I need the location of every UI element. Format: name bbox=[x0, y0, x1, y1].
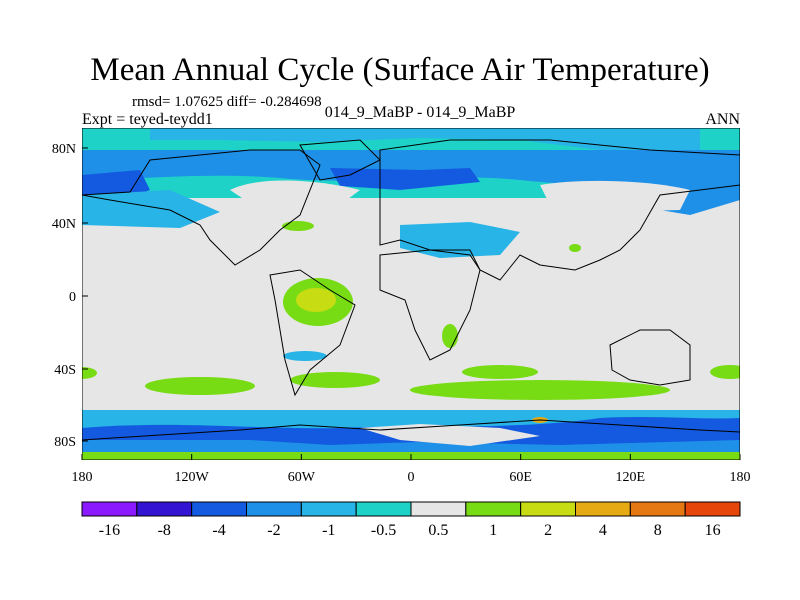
colorbar-label: -8 bbox=[158, 522, 171, 539]
colorbar-swatch bbox=[300, 501, 357, 517]
colorbar-label: -0.5 bbox=[371, 522, 396, 539]
colorbar-swatch bbox=[684, 501, 741, 517]
south-pacific-warm-w bbox=[82, 367, 97, 379]
y-axis: 80N 40N 0 40S 80S bbox=[52, 142, 88, 450]
arctic-band-mid bbox=[82, 150, 740, 187]
siberia-gap bbox=[540, 180, 690, 212]
colorbar-swatch bbox=[355, 501, 412, 517]
rmsd-value: 1.07625 bbox=[174, 94, 223, 110]
colorbar-label: -4 bbox=[212, 522, 225, 539]
arctic-band-dark bbox=[330, 168, 480, 190]
indian-ocean-warm bbox=[462, 365, 538, 379]
colorbar-swatch bbox=[629, 501, 686, 517]
antarctica-outline bbox=[82, 419, 740, 441]
amazon-warm-core bbox=[296, 288, 336, 312]
eurasia-outline bbox=[379, 139, 740, 281]
greenland-outline bbox=[299, 139, 381, 181]
colorbar: -16 -8 -4 -2 -1 -0.5 0.5 1 2 4 8 16 bbox=[81, 501, 741, 539]
x-tick-label: 120E bbox=[616, 470, 646, 485]
experiment-label: Expt = teyed-teydd1 bbox=[82, 111, 213, 128]
y-tick-label: 40N bbox=[52, 217, 76, 232]
colorbar-swatch bbox=[520, 501, 577, 517]
south-pacific-warm-e bbox=[710, 365, 740, 379]
colorbar-label: 2 bbox=[544, 522, 552, 539]
europe-cyan bbox=[400, 222, 520, 258]
india-warm bbox=[569, 244, 581, 252]
season-label: ANN bbox=[705, 111, 740, 128]
period-label: 014_9_MaBP - 014_9_MaBP bbox=[324, 104, 516, 121]
south-america-outline bbox=[269, 269, 356, 397]
diff-value: -0.284698 bbox=[260, 94, 322, 110]
x-tick-label: 60W bbox=[288, 470, 316, 485]
australia-outline bbox=[609, 329, 691, 386]
map-panel bbox=[82, 128, 740, 460]
colorbar-swatch bbox=[465, 501, 522, 517]
southern-ocean-warm-2 bbox=[290, 372, 380, 388]
colorbar-label: 0.5 bbox=[428, 522, 448, 539]
x-tick-label: 60E bbox=[509, 470, 532, 485]
southern-ocean-warm-3 bbox=[410, 380, 670, 400]
plot-title: Mean Annual Cycle (Surface Air Temperatu… bbox=[90, 52, 710, 88]
x-tick-label: 120W bbox=[175, 470, 210, 485]
colorbar-label: -1 bbox=[322, 522, 335, 539]
x-axis: 180 120W 60W 0 60E 120E 180 bbox=[72, 454, 751, 485]
colorbar-label: 8 bbox=[654, 522, 662, 539]
coastlines bbox=[82, 139, 740, 441]
colorbar-swatch bbox=[81, 501, 138, 517]
rmsd-label: rmsd= bbox=[132, 94, 171, 110]
south-america-cool bbox=[283, 351, 327, 361]
antarctic-gap bbox=[360, 424, 540, 446]
y-tick-label: 80N bbox=[52, 142, 76, 157]
x-tick-label: 180 bbox=[72, 470, 93, 485]
y-tick-label: 80S bbox=[54, 435, 76, 450]
colorbar-swatch bbox=[136, 501, 193, 517]
colorbar-label: 1 bbox=[489, 522, 497, 539]
colorbar-swatch bbox=[410, 501, 467, 517]
colorbar-label: 4 bbox=[599, 522, 607, 539]
colorbar-label: 16 bbox=[705, 522, 721, 539]
greenland-gap bbox=[230, 180, 360, 210]
arctic-band-top bbox=[150, 128, 700, 150]
x-tick-label: 0 bbox=[408, 470, 415, 485]
atlantic-warm bbox=[282, 221, 314, 231]
colorbar-swatch bbox=[191, 501, 248, 517]
y-tick-label: 0 bbox=[69, 290, 76, 305]
africa-warm bbox=[442, 324, 458, 348]
diff-label: diff= bbox=[226, 94, 257, 110]
x-tick-label: 180 bbox=[730, 470, 751, 485]
southern-ocean-warm-1 bbox=[145, 377, 255, 395]
stats-line: rmsd= 1.07625 diff= -0.284698 bbox=[132, 94, 322, 111]
north-america-outline bbox=[82, 149, 321, 266]
north-pacific-cyan bbox=[82, 190, 220, 228]
colorbar-swatch bbox=[575, 501, 631, 517]
colorbar-swatch bbox=[246, 501, 302, 517]
africa-outline bbox=[379, 249, 481, 361]
colorbar-label: -16 bbox=[99, 522, 120, 539]
colorbar-label: -2 bbox=[267, 522, 280, 539]
y-tick-label: 40S bbox=[54, 363, 76, 378]
